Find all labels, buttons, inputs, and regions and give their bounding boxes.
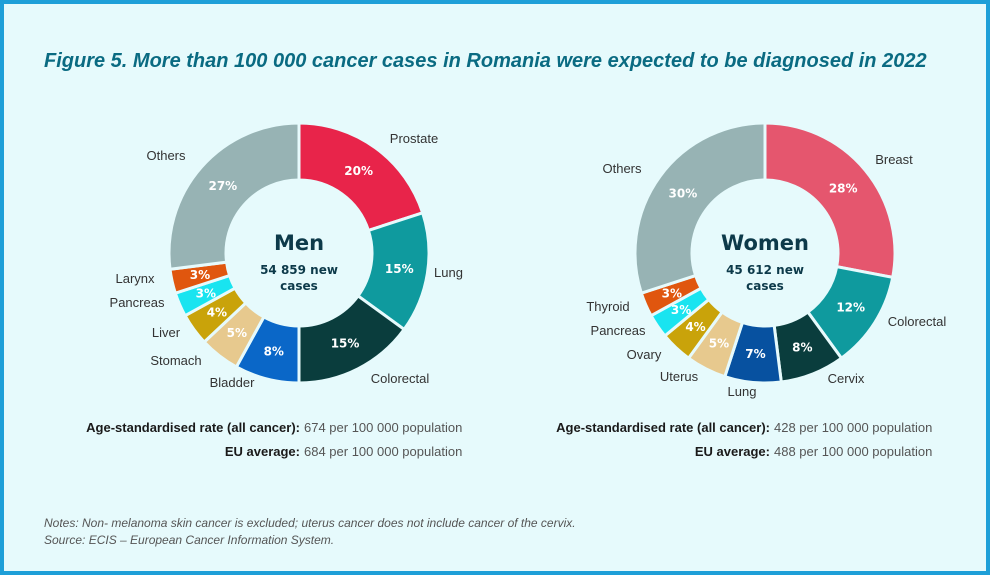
men-center-cases: cases xyxy=(280,279,318,293)
women-label-others: Others xyxy=(602,161,642,176)
women-pct-ovary: 4% xyxy=(685,320,705,334)
women-pct-pancreas: 3% xyxy=(671,303,691,317)
men-eu-value: 684 per 100 000 population xyxy=(304,444,463,459)
donut-charts: 20% Prostate 15% Lung 15% Colorectal 8% Bladder… xyxy=(110,121,947,399)
women-label-cervix: Cervix xyxy=(828,371,865,386)
notes-line: Notes: Non- melanoma skin cancer is excl… xyxy=(44,516,576,530)
women-label-lung: Lung xyxy=(728,384,757,399)
men-eu-row: EU average: 684 per 100 000 population xyxy=(40,444,490,462)
men-pct-lung: 15% xyxy=(385,262,414,276)
men-pct-others: 27% xyxy=(208,179,237,193)
men-donut: 20% Prostate 15% Lung 15% Colorectal 8% Bladder… xyxy=(110,121,463,390)
men-slice-others xyxy=(167,121,301,271)
men-pct-liver: 4% xyxy=(207,306,227,320)
men-asr-value: 674 per 100 000 population xyxy=(304,420,463,435)
women-center-title: Women xyxy=(721,231,809,255)
women-slice-others xyxy=(633,121,767,296)
men-label-larynx: Larynx xyxy=(115,271,155,286)
women-asr-value: 428 per 100 000 population xyxy=(774,420,933,435)
notes: Notes: Non- melanoma skin cancer is excl… xyxy=(44,515,576,549)
women-donut: 28% Breast 12% Colorectal 8% Cervix 7% Lung 5% Ut… xyxy=(586,121,947,399)
women-label-uterus: Uterus xyxy=(660,369,699,384)
men-eu-label: EU average: xyxy=(224,444,300,459)
men-label-pancreas: Pancreas xyxy=(110,295,165,310)
women-eu-label: EU average: xyxy=(694,444,770,459)
women-eu-value: 488 per 100 000 population xyxy=(774,444,933,459)
women-asr-label: Age-standardised rate (all cancer): xyxy=(556,420,770,435)
women-pct-lung: 7% xyxy=(745,347,765,361)
men-asr-row: Age-standardised rate (all cancer): 674 … xyxy=(40,420,490,438)
men-center-title: Men xyxy=(274,231,324,255)
women-pct-colorectal: 12% xyxy=(836,300,865,314)
source-line: Source: ECIS – European Cancer Informati… xyxy=(44,533,335,547)
men-label-prostate: Prostate xyxy=(390,131,438,146)
men-center-count: 54 859 new xyxy=(260,263,338,277)
men-label-colorectal: Colorectal xyxy=(371,371,430,386)
women-pct-cervix: 8% xyxy=(792,340,812,354)
men-asr-label: Age-standardised rate (all cancer): xyxy=(86,420,300,435)
women-slice-breast xyxy=(763,121,897,280)
women-pct-thyroid: 3% xyxy=(662,286,682,300)
men-pct-colorectal: 15% xyxy=(331,336,360,350)
men-pct-stomach: 5% xyxy=(227,326,247,340)
women-label-pancreas: Pancreas xyxy=(591,323,646,338)
men-label-bladder: Bladder xyxy=(210,375,255,390)
women-label-colorectal: Colorectal xyxy=(888,314,947,329)
men-label-lung: Lung xyxy=(434,265,463,280)
women-pct-others: 30% xyxy=(669,186,698,200)
women-pct-breast: 28% xyxy=(829,181,858,195)
figure-title: Figure 5. More than 100 000 cancer cases… xyxy=(44,50,927,72)
men-slice-prostate xyxy=(297,121,425,233)
women-label-ovary: Ovary xyxy=(627,347,662,362)
women-eu-row: EU average: 488 per 100 000 population xyxy=(510,444,960,462)
men-pct-bladder: 8% xyxy=(264,344,284,358)
women-center-count: 45 612 new xyxy=(726,263,804,277)
men-label-stomach: Stomach xyxy=(150,353,201,368)
women-label-breast: Breast xyxy=(875,152,913,167)
women-asr-row: Age-standardised rate (all cancer): 428 … xyxy=(510,420,960,438)
women-center-cases: cases xyxy=(746,279,784,293)
women-pct-uterus: 5% xyxy=(709,336,729,350)
men-pct-larynx: 3% xyxy=(190,268,210,282)
men-label-liver: Liver xyxy=(152,325,181,340)
women-label-thyroid: Thyroid xyxy=(586,299,629,314)
men-pct-pancreas: 3% xyxy=(196,286,216,300)
men-pct-prostate: 20% xyxy=(344,164,373,178)
men-label-others: Others xyxy=(146,148,186,163)
